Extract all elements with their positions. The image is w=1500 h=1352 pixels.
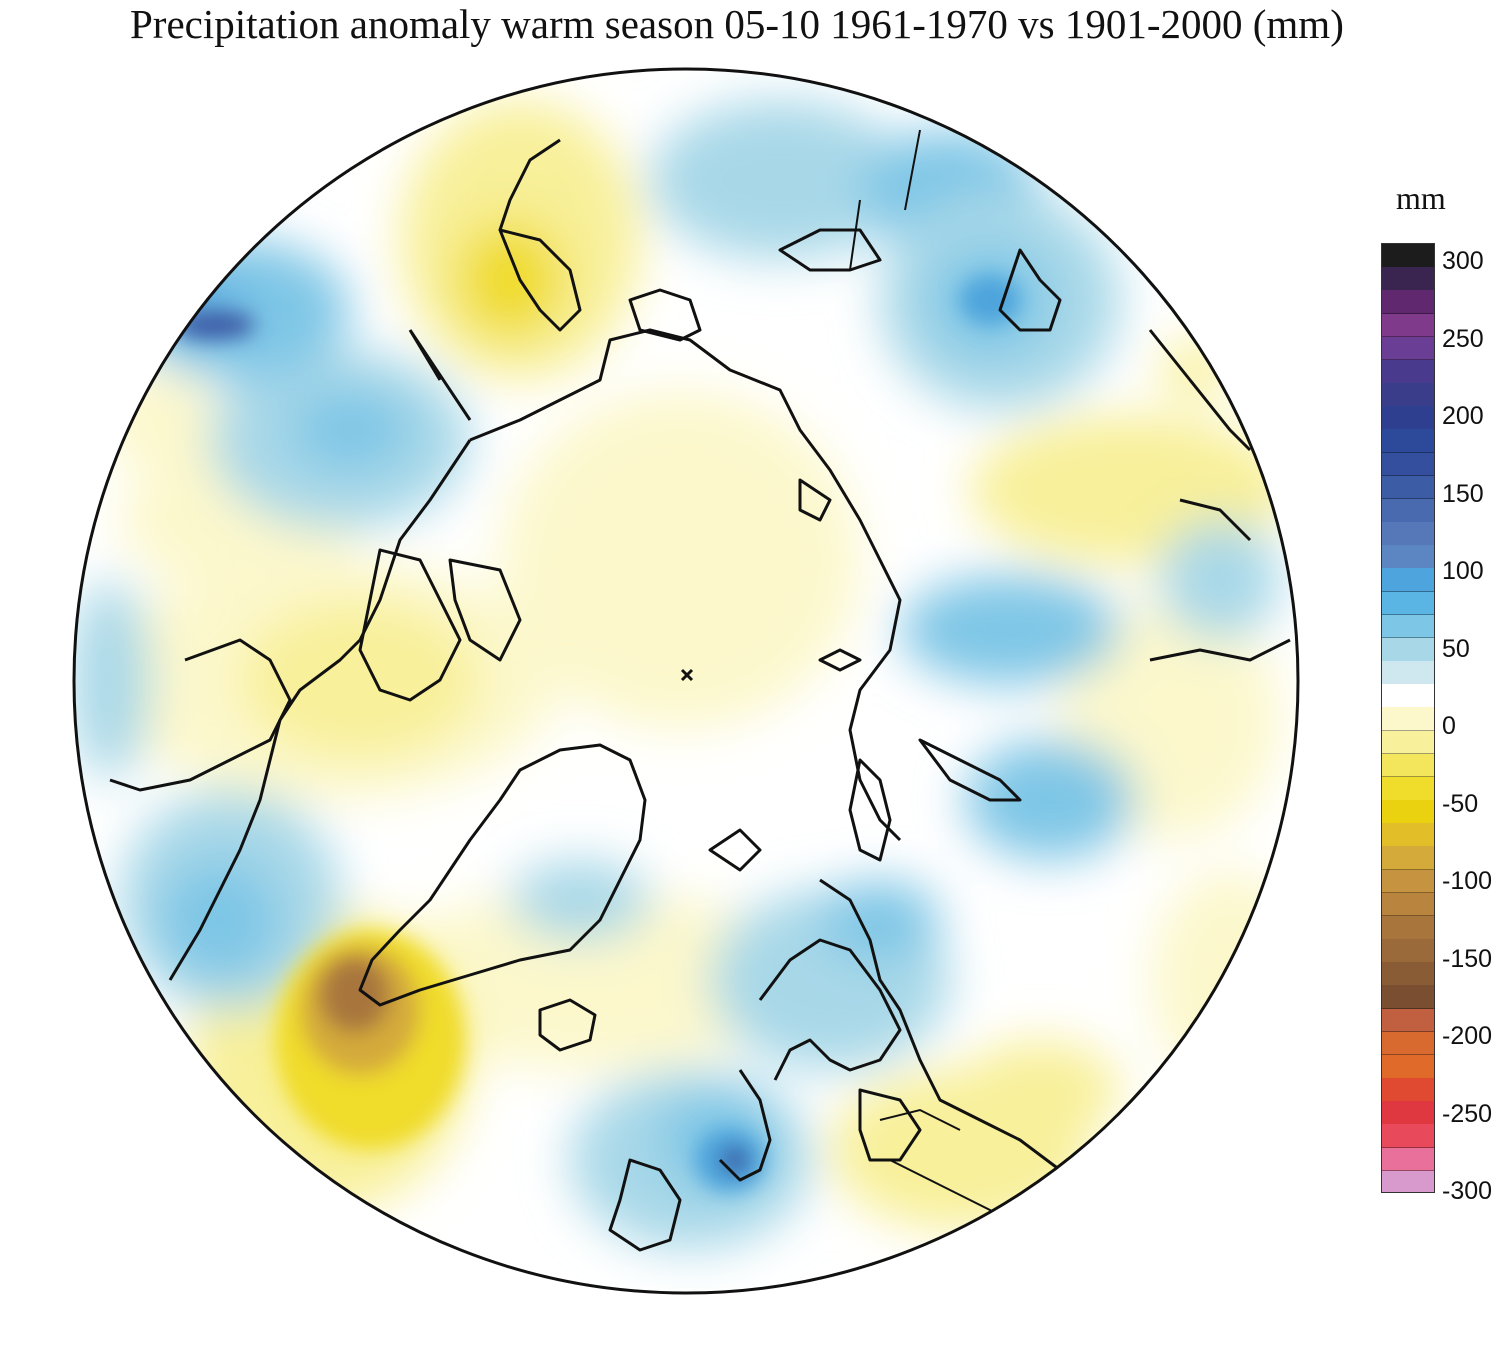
legend-tick-label: -50 xyxy=(1442,789,1479,818)
legend-color-step xyxy=(1382,730,1434,755)
coastlines xyxy=(109,138,1291,1252)
legend-color-step xyxy=(1382,753,1434,778)
legend-tick-label: 200 xyxy=(1442,402,1484,430)
legend-color-step xyxy=(1382,869,1434,894)
anomaly-cores xyxy=(175,275,1020,1192)
legend-color-step xyxy=(1382,707,1434,732)
legend-tick-label: 50 xyxy=(1442,634,1470,663)
north-pole-marker xyxy=(680,668,694,682)
legend-color-step xyxy=(1382,1147,1434,1172)
legend-color-step xyxy=(1382,591,1434,616)
legend-unit: mm xyxy=(1396,180,1446,216)
legend-color-step xyxy=(1382,545,1434,569)
legend-color-step xyxy=(1382,290,1434,314)
legend-color-step xyxy=(1382,684,1434,708)
anomaly-blobs xyxy=(74,100,1298,1250)
legend-color-step xyxy=(1382,383,1434,407)
legend-color-step xyxy=(1382,985,1434,1010)
legend-color-step xyxy=(1382,498,1434,523)
legend-color-step xyxy=(1382,939,1434,963)
legend-color-step xyxy=(1382,1124,1434,1149)
legend-color-step xyxy=(1382,452,1434,477)
legend-tick-label: 100 xyxy=(1442,557,1484,585)
legend-tick-label: -250 xyxy=(1442,1099,1493,1128)
legend-color-step xyxy=(1382,892,1434,917)
legend-color-step xyxy=(1382,962,1434,986)
legend-color-step xyxy=(1382,823,1434,847)
legend-color-step xyxy=(1382,406,1434,430)
legend-color-step xyxy=(1382,637,1434,662)
legend-color-step xyxy=(1382,244,1434,268)
map-frame xyxy=(72,67,1300,1295)
legend-color-step xyxy=(1382,267,1434,291)
legend-color-step xyxy=(1382,313,1434,338)
chart-title: Precipitation anomaly warm season 05-10 … xyxy=(130,1,1344,47)
legend-color-step xyxy=(1382,1008,1434,1033)
legend-color-step xyxy=(1382,614,1434,639)
legend-tick-label: -300 xyxy=(1442,1177,1493,1205)
legend-color-step xyxy=(1382,359,1434,384)
legend-tick-label: -150 xyxy=(1442,944,1493,973)
legend-color-step xyxy=(1382,568,1434,593)
legend-color-step xyxy=(1382,800,1434,824)
legend-color-step xyxy=(1382,429,1434,454)
legend-color-step xyxy=(1382,1078,1434,1102)
legend-tick-label: 150 xyxy=(1442,479,1484,508)
legend-color-step xyxy=(1382,336,1434,361)
legend-tick-label: 0 xyxy=(1442,712,1456,740)
legend-color-step xyxy=(1382,1170,1434,1192)
legend-color-step xyxy=(1382,475,1434,500)
legend-color-step xyxy=(1382,661,1434,685)
legend-tick-label: 300 xyxy=(1442,247,1484,275)
legend-tick-label: 250 xyxy=(1442,324,1484,353)
legend-color-step xyxy=(1382,1054,1434,1079)
legend-color-step xyxy=(1382,1031,1434,1056)
legend-color-step xyxy=(1382,1101,1434,1125)
anomaly-field xyxy=(74,69,1298,1293)
legend-color-step xyxy=(1382,522,1434,546)
legend-color-step xyxy=(1382,776,1434,801)
legend-color-step xyxy=(1382,846,1434,871)
legend-colorbar xyxy=(1381,243,1435,1193)
legend-color-step xyxy=(1382,915,1434,940)
legend-tick-label: -100 xyxy=(1442,867,1493,895)
legend-tick-label: -200 xyxy=(1442,1022,1493,1050)
